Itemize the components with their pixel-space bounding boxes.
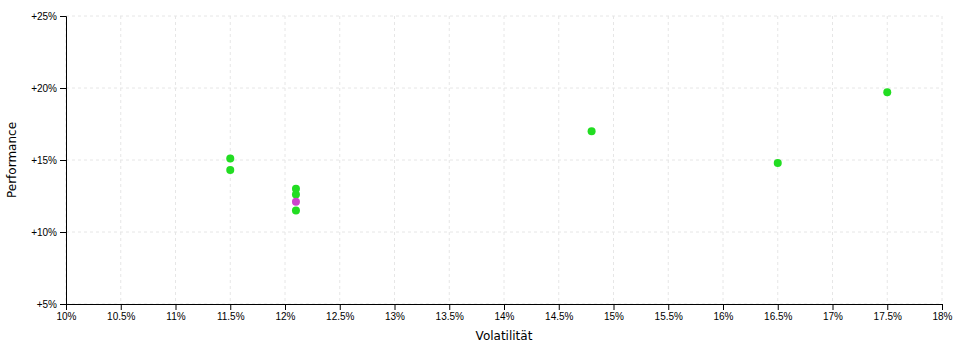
x-axis-tick-mark <box>285 304 286 310</box>
points <box>226 88 891 214</box>
y-axis-tick-mark <box>60 88 66 89</box>
y-axis-tick: +5% <box>37 299 66 310</box>
x-axis-tick: 13.5% <box>436 304 464 322</box>
x-axis: 10% 10.5% 11% 11.5% 12% 12.5% 13% 13.5% 14% 14.5%… <box>56 304 952 322</box>
grid-line-y <box>66 160 942 161</box>
x-axis-tick-label: 10.5% <box>107 311 135 322</box>
grid-line-x <box>339 16 340 304</box>
point <box>883 88 891 96</box>
grid-line-x <box>449 16 450 304</box>
grid-line-y <box>66 16 942 17</box>
y-axis-tick: +25% <box>31 11 66 22</box>
grid <box>66 16 942 304</box>
x-axis-tick: 10.5% <box>107 304 135 322</box>
grid-line-x <box>394 16 395 304</box>
x-axis-tick-label: 18% <box>932 311 952 322</box>
x-axis-tick-label: 11% <box>166 311 185 322</box>
y-axis-tick-label: +20% <box>31 83 57 94</box>
x-axis-title: Volatilität <box>476 329 533 343</box>
x-axis-tick-mark <box>395 304 396 310</box>
x-axis-tick-mark <box>833 304 834 310</box>
x-axis-tick: 15.5% <box>655 304 683 322</box>
x-axis-tick: 14.5% <box>545 304 573 322</box>
x-axis-tick-label: 16% <box>713 311 733 322</box>
series <box>292 198 300 206</box>
x-axis-tick-label: 17.5% <box>874 311 902 322</box>
x-axis-tick: 16.5% <box>764 304 792 322</box>
y-axis-tick-mark <box>60 232 66 233</box>
x-axis-tick-label: 14.5% <box>545 311 573 322</box>
x-axis-tick-label: 14% <box>494 311 514 322</box>
x-axis-tick-mark <box>340 304 341 310</box>
y-axis-tick: +10% <box>31 227 66 238</box>
point <box>226 155 234 163</box>
x-axis-tick-label: 12.5% <box>326 311 354 322</box>
grid-line-x <box>832 16 833 304</box>
plot: 10% 10.5% 11% 11.5% 12% 12.5% 13% 13.5% 14% 14.5%… <box>5 11 953 343</box>
x-axis-tick: 10% <box>56 304 76 322</box>
point <box>292 206 300 214</box>
x-axis-tick-mark <box>723 304 724 310</box>
point <box>292 198 300 206</box>
x-axis-tick: 11.5% <box>217 304 245 322</box>
x-axis-tick-label: 12% <box>275 311 295 322</box>
point <box>588 127 596 135</box>
x-axis-tick-mark <box>614 304 615 310</box>
point <box>292 191 300 199</box>
x-axis-tick: 11% <box>166 304 185 322</box>
y-axis-title: Performance <box>5 122 19 198</box>
x-axis-tick-label: 15.5% <box>655 311 683 322</box>
x-axis-line <box>67 305 943 311</box>
x-axis-tick-mark <box>230 304 231 310</box>
x-axis-tick-mark <box>778 304 779 310</box>
x-axis-tick: 14% <box>494 304 514 322</box>
grid-line-x <box>887 16 888 304</box>
x-axis-tick-mark <box>176 304 177 310</box>
series <box>226 88 891 214</box>
chart: 10% 10.5% 11% 11.5% 12% 12.5% 13% 13.5% 14% 14.5%… <box>0 0 966 350</box>
x-axis-tick-mark <box>121 304 122 310</box>
x-axis-tick: 12% <box>275 304 295 322</box>
x-axis-tick-mark <box>559 304 560 310</box>
x-axis-tick: 16% <box>713 304 733 322</box>
y-axis-tick-mark <box>60 304 66 305</box>
y-axis-tick-label: +5% <box>37 299 57 310</box>
x-axis-tick-mark <box>449 304 450 310</box>
x-axis-tick: 18% <box>932 304 952 322</box>
x-axis-tick-mark <box>668 304 669 310</box>
x-axis-tick: 17% <box>823 304 843 322</box>
grid-line-y <box>66 88 942 89</box>
x-axis-tick: 12.5% <box>326 304 354 322</box>
x-axis-tick: 13% <box>385 304 405 322</box>
x-axis-tick: 15% <box>604 304 624 322</box>
y-axis-tick-mark <box>60 160 66 161</box>
y-axis-tick: +20% <box>31 83 66 94</box>
y-axis-tick-label: +15% <box>31 155 57 166</box>
x-axis-tick-mark <box>942 304 943 310</box>
x-axis-tick-label: 16.5% <box>764 311 792 322</box>
x-axis-tick-mark <box>504 304 505 310</box>
x-axis-tick-label: 10% <box>56 311 76 322</box>
grid-line-y <box>66 232 942 233</box>
y-axis-tick-label: +10% <box>31 227 57 238</box>
x-axis-tick-label: 17% <box>823 311 843 322</box>
x-axis-tick-mark <box>887 304 888 310</box>
point <box>774 159 782 167</box>
point <box>226 166 234 174</box>
x-axis-tick-label: 15% <box>604 311 624 322</box>
x-axis-tick: 17.5% <box>874 304 902 322</box>
y-axis-tick-mark <box>60 16 66 17</box>
y-axis-line <box>60 17 67 305</box>
x-axis-tick-label: 13.5% <box>436 311 464 322</box>
x-axis-tick-label: 13% <box>385 311 405 322</box>
x-axis-tick-label: 11.5% <box>217 311 245 322</box>
y-axis-tick: +15% <box>31 155 66 166</box>
y-axis-tick-label: +25% <box>31 11 57 22</box>
y-axis: +5% +10% +15% +20% +25% <box>31 11 66 310</box>
